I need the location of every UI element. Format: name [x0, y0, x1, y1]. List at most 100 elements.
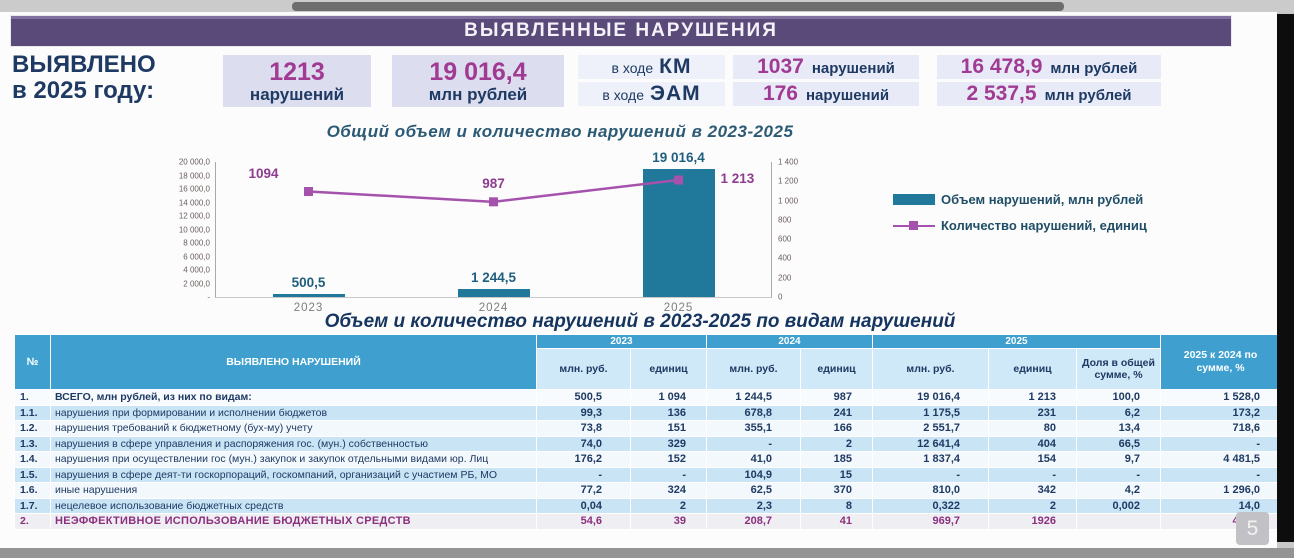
value-cell: 74,0 — [536, 435, 631, 452]
row-number: 1.6. — [14, 482, 51, 499]
value-cell: 208,7 — [706, 513, 801, 530]
table-row: 1.1. нарушения при формировании и исполне… — [14, 404, 1281, 421]
value-cell: 176,2 — [536, 451, 631, 468]
legend-item-bar: Объем нарушений, млн рублей — [893, 192, 1147, 207]
value-cell: 136 — [630, 404, 707, 421]
table-row: 1.3. нарушения в сфере управления и распо… — [14, 435, 1281, 452]
value-cell: 370 — [800, 482, 873, 499]
value-cell: - — [536, 466, 631, 483]
left-axis-tick: 12 000,0 — [178, 211, 210, 221]
col-header-ratio: 2025 к 2024 по сумме, % — [1160, 334, 1281, 390]
progress-scrubber[interactable] — [292, 2, 1064, 11]
row-number: 1.3. — [14, 435, 51, 452]
table-row: 1.4. нарушения при осуществлении гос (мун… — [14, 451, 1281, 468]
subcol-2023-units: единиц — [630, 348, 707, 390]
value-cell: 54,6 — [536, 513, 631, 530]
value-cell: 2 — [988, 497, 1077, 514]
value-cell: 342 — [988, 482, 1077, 499]
violation-type: нарушения при осуществлении гос (мун.) з… — [50, 451, 537, 468]
value-cell: 4 481,5 — [1160, 451, 1281, 468]
row-number: 1.1. — [14, 404, 51, 421]
value-cell: 2,3 — [706, 497, 801, 514]
col-header-year-2023: 2023 — [536, 334, 707, 349]
value-cell: - — [988, 466, 1077, 483]
value-cell: 810,0 — [872, 482, 989, 499]
value-cell: 66,5 — [1076, 435, 1161, 452]
value-cell: 173,2 — [1160, 404, 1281, 421]
value-cell: 231 — [988, 404, 1077, 421]
eam-code: ЭАМ — [650, 82, 701, 105]
left-axis-tick: 14 000,0 — [178, 198, 210, 207]
value-cell: 8 — [800, 497, 873, 514]
violations-table: № ВЫЯВЛЕНО НАРУШЕНИЙ 2023 2024 2025 2025… — [14, 334, 1281, 530]
km-mode-box: в ходе КМ — [578, 55, 725, 79]
value-cell: - — [1076, 466, 1161, 483]
value-cell: 15 — [800, 466, 873, 483]
value-cell: 718,6 — [1160, 420, 1281, 437]
value-cell — [1076, 513, 1161, 530]
violation-type: нарушения при формировании и исполнении … — [50, 404, 537, 421]
km-count-box: 1037 нарушений — [733, 55, 919, 79]
table-row: 1.5. нарушения в сфере деят-ти госкорпора… — [14, 466, 1281, 483]
value-cell: 9,7 — [1076, 451, 1161, 468]
line-value-label: 1 213 — [720, 171, 755, 187]
left-axis-tick: 6 000,0 — [183, 252, 210, 261]
x-axis-label: 2024 — [478, 302, 509, 314]
eam-mode-box: в ходе ЭАМ — [578, 82, 725, 106]
right-axis-tick: 0 — [778, 292, 783, 302]
line-value-label: 1094 — [248, 165, 279, 181]
value-cell: 73,8 — [536, 420, 631, 437]
total-amount-unit: млн рублей — [428, 84, 528, 104]
value-cell: 987 — [800, 389, 873, 406]
value-cell: 166 — [800, 420, 873, 437]
bar-value-label: 1 244,5 — [470, 269, 517, 285]
row-number: 2. — [14, 513, 51, 530]
total-violations-unit: нарушений — [249, 84, 345, 104]
bar-value-label: 19 016,4 — [652, 149, 705, 165]
right-axis-tick: 1 200 — [778, 176, 799, 186]
value-cell: 1 244,5 — [706, 389, 801, 406]
value-cell: 100,0 — [1076, 389, 1161, 406]
right-axis-tick: 1 400 — [778, 157, 799, 167]
subcol-2024-units: единиц — [800, 348, 873, 390]
value-cell: 154 — [988, 451, 1077, 468]
value-cell: 404 — [988, 435, 1077, 452]
total-violations-box: 1213 нарушений — [223, 55, 371, 107]
top-chrome-strip — [0, 0, 1294, 12]
row-number: 1.7. — [14, 497, 51, 514]
km-code: КМ — [659, 55, 692, 78]
row-number: 1.5. — [14, 466, 51, 483]
page-number-badge: 5 — [1236, 512, 1269, 545]
value-cell: 2 — [630, 497, 707, 514]
violation-type: нарушения требований к бюджетному (бух-м… — [50, 420, 537, 437]
value-cell: 0,322 — [872, 497, 989, 514]
value-cell: 355,1 — [706, 420, 801, 437]
violation-type: ВСЕГО, млн рублей, из них по видам: — [50, 389, 537, 406]
legend-item-line: Количество нарушений, единиц — [893, 218, 1147, 233]
left-axis-tick: 16 000,0 — [178, 184, 210, 194]
violations-table-body: 1. ВСЕГО, млн рублей, из них по видам: 500… — [14, 389, 1281, 530]
table-row: 1.2. нарушения требований к бюджетному (б… — [14, 420, 1281, 437]
value-cell: 1 175,5 — [872, 404, 989, 421]
value-cell: 151 — [630, 420, 707, 437]
table-row: 2. НЕЭФФЕКТИВНОЕ ИСПОЛЬЗОВАНИЕ БЮДЖЕТНЫХ … — [14, 513, 1281, 530]
bar-2023 — [272, 293, 345, 297]
bottom-chrome-strip — [0, 548, 1294, 558]
value-cell: - — [630, 466, 707, 483]
value-cell: 6,2 — [1076, 404, 1161, 421]
slide-title: ВЫЯВЛЕННЫЕ НАРУШЕНИЯ — [464, 20, 778, 41]
violation-type: НЕЭФФЕКТИВНОЕ ИСПОЛЬЗОВАНИЕ БЮДЖЕТНЫХ СР… — [50, 513, 537, 530]
total-violations-value: 1213 — [269, 57, 325, 86]
row-number: 1.2. — [14, 420, 51, 437]
value-cell: 1 213 — [988, 389, 1077, 406]
subcol-2025-mln: млн. руб. — [872, 348, 989, 390]
value-cell: 19 016,4 — [872, 389, 989, 406]
bar-series-swatch — [893, 194, 935, 205]
value-cell: 80 — [988, 420, 1077, 437]
value-cell: 77,2 — [536, 482, 631, 499]
summary-label: ВЫЯВЛЕНО в 2025 году: — [12, 51, 156, 104]
total-amount-value: 19 016,4 — [429, 57, 527, 86]
line-value-label: 987 — [482, 175, 505, 191]
value-cell: 13,4 — [1076, 420, 1161, 437]
subcol-2023-mln: млн. руб. — [536, 348, 631, 390]
